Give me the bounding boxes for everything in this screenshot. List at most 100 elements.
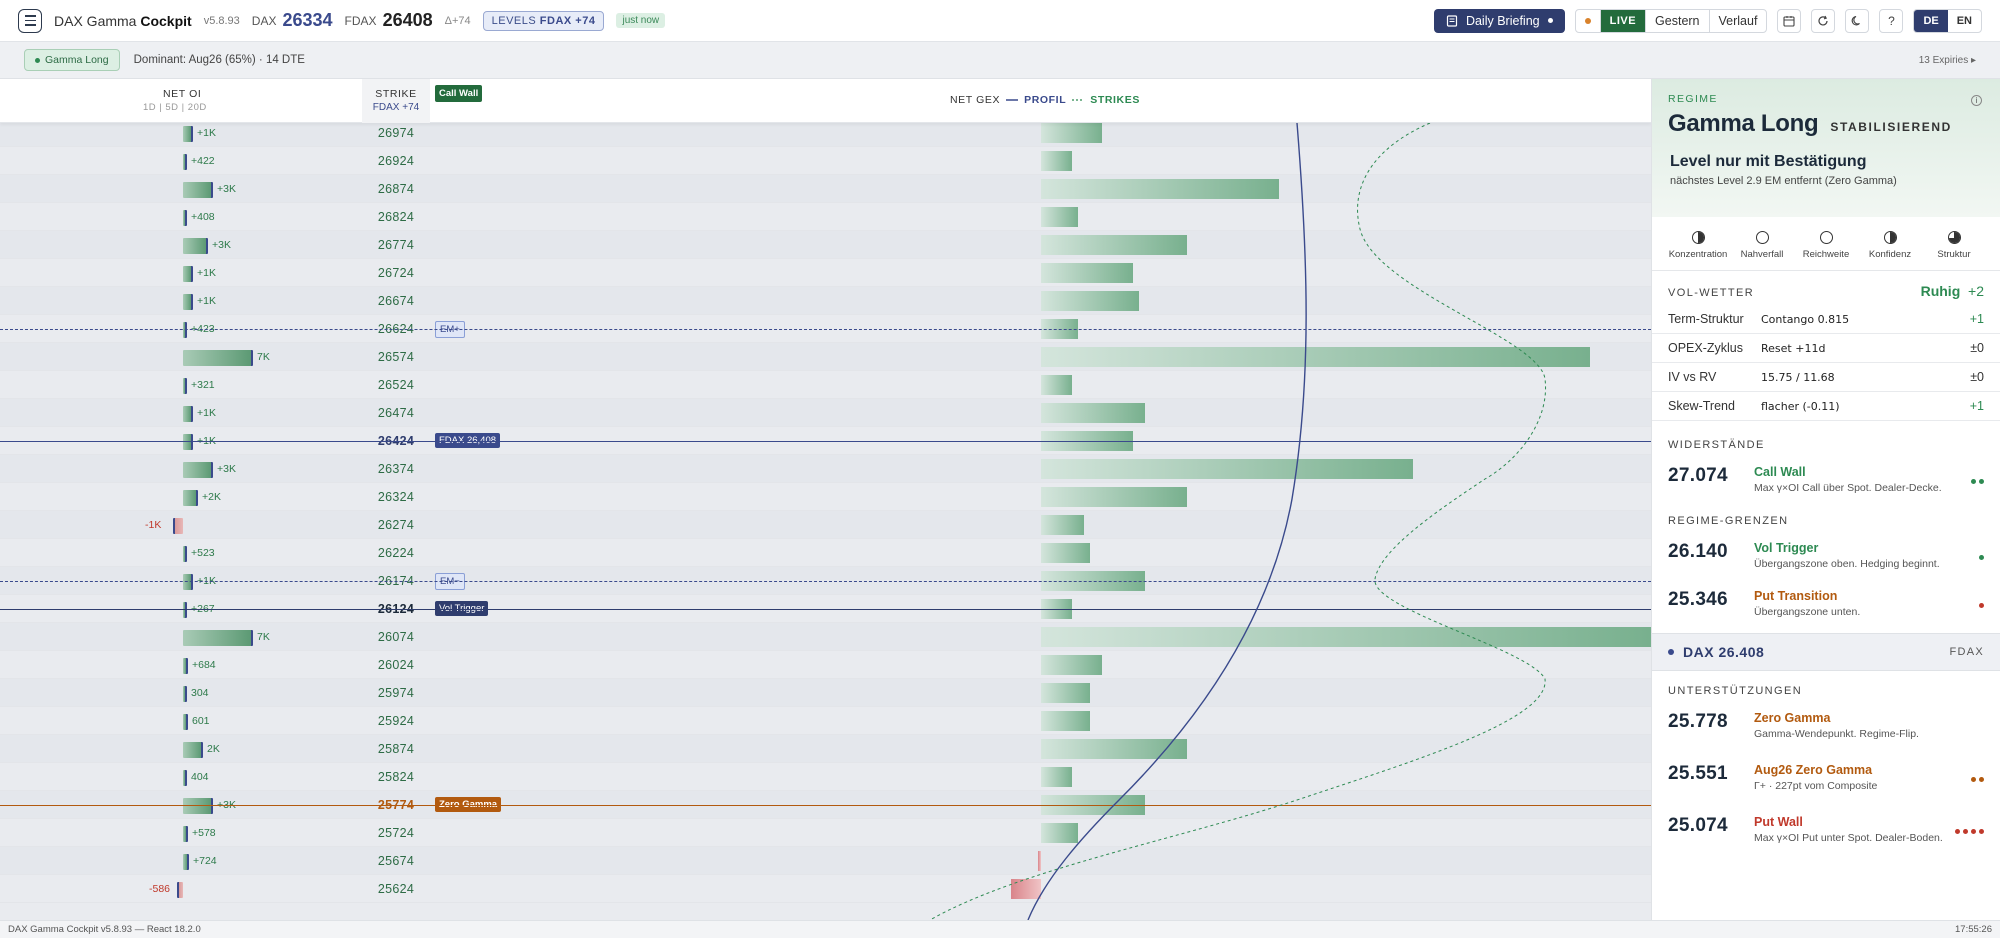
expiries-toggle[interactable]: 13 Expiries ▸ [1918, 54, 1976, 66]
menu-icon[interactable] [18, 8, 42, 33]
table-row[interactable]: 7K 26574 [0, 343, 1651, 371]
indicator-konfidenz[interactable]: Konfidenz [1860, 231, 1920, 260]
oi-label: 404 [191, 771, 209, 783]
level-aug-zero-gamma[interactable]: 25.551 Aug26 Zero Gamma Γ+ · 227pt vom C… [1652, 755, 2000, 807]
strength-dots [1971, 479, 1984, 484]
refresh-icon[interactable] [1811, 8, 1836, 33]
vol-metric-score: +1 [1969, 399, 1984, 413]
oi-bar [183, 770, 187, 786]
indicator-label: Konfidenz [1868, 249, 1912, 260]
table-row[interactable]: +1K 26974 [0, 119, 1651, 147]
strike-value: 26924 [377, 154, 415, 168]
strike-value: 26074 [377, 630, 415, 644]
regime-pill[interactable]: Gamma Long [24, 49, 120, 71]
strike-value: 26474 [377, 406, 415, 420]
table-row[interactable]: +321 26524 [0, 371, 1651, 399]
vol-metric-score: ±0 [1970, 370, 1984, 384]
vol-weather-row[interactable]: IV vs RV 15.75 / 11.68 ±0 [1652, 363, 2000, 392]
indicator-konzentration[interactable]: Konzentration [1668, 231, 1728, 260]
table-row[interactable]: +1K 26474 [0, 399, 1651, 427]
oi-label: 2K [207, 743, 220, 755]
vol-weather-row[interactable]: OPEX-Zyklus Reset +11d ±0 [1652, 334, 2000, 363]
gex-bar [1041, 263, 1133, 283]
spot-instrument: FDAX [1949, 646, 1984, 658]
indicator-circle-icon [1755, 231, 1769, 244]
vol-weather-row[interactable]: Skew-Trend flacher (-0.11) +1 [1652, 392, 2000, 421]
level-put-wall[interactable]: 25.074 Put Wall Max γ×OI Put unter Spot.… [1652, 807, 2000, 859]
strike-value: 26724 [377, 266, 415, 280]
gex-bar [1041, 739, 1188, 759]
table-row[interactable]: -1K 26274 [0, 511, 1651, 539]
gex-bar [1041, 767, 1072, 787]
vol-metric-value: 15.75 / 11.68 [1761, 370, 1835, 384]
oi-label: 7K [257, 351, 270, 363]
spread-delta: Δ+74 [444, 14, 471, 27]
app-version: v5.8.93 [203, 14, 240, 27]
indicator-reichweite[interactable]: Reichweite [1796, 231, 1856, 260]
strike-value: 26774 [377, 238, 415, 252]
oi-bar [183, 686, 187, 702]
lang-en-button[interactable]: EN [1956, 14, 1972, 27]
level-put-transition[interactable]: 25.346 Put Transition Übergangszone unte… [1652, 581, 2000, 629]
table-row[interactable]: +2K 26324 [0, 483, 1651, 511]
oi-label: +3K [212, 239, 231, 251]
table-row[interactable]: 2K 25874 [0, 735, 1651, 763]
strike-value: 26224 [377, 546, 415, 560]
dark-mode-icon[interactable] [1845, 8, 1870, 33]
verlauf-button[interactable]: Verlauf [1718, 13, 1758, 28]
oi-bar [183, 126, 193, 142]
oi-bar [183, 434, 193, 450]
indicator-nahverfall[interactable]: Nahverfall [1732, 231, 1792, 260]
table-row[interactable]: 7K 26074 [0, 623, 1651, 651]
table-row[interactable]: +3K 26874 [0, 175, 1651, 203]
profil-legend: PROFIL [1024, 94, 1067, 106]
level-tag: FDAX 26,408 [435, 433, 501, 448]
resistance-title: WIDERSTÄNDE [1668, 439, 1765, 451]
vol-weather-row[interactable]: Term-Struktur Contango 0.815 +1 [1652, 305, 2000, 334]
indicator-struktur[interactable]: Struktur [1924, 231, 1984, 260]
table-row[interactable]: +1K 26724 [0, 259, 1651, 287]
info-icon[interactable]: i [1971, 95, 1982, 106]
table-row[interactable]: +724 25674 [0, 847, 1651, 875]
regime-title: Gamma Long [1668, 110, 1819, 137]
strikes-dash-icon [1072, 99, 1085, 101]
lang-de-button[interactable]: DE [1914, 9, 1948, 32]
table-row[interactable]: +3K 26374 [0, 455, 1651, 483]
level-desc: Übergangszone oben. Hedging beginnt. [1754, 558, 1940, 570]
regime-bounds-header: REGIME-GRENZEN [1652, 509, 2000, 533]
support-header: UNTERSTÜTZUNGEN [1652, 671, 2000, 703]
unread-dot [1547, 18, 1553, 23]
table-row[interactable]: -586 25624 [0, 875, 1651, 903]
level-vol-trigger[interactable]: 26.140 Vol Trigger Übergangszone oben. H… [1652, 533, 2000, 581]
strike-value: 25924 [377, 714, 415, 728]
table-row[interactable]: +578 25724 [0, 819, 1651, 847]
calendar-icon[interactable] [1777, 8, 1802, 33]
table-row[interactable]: +684 26024 [0, 651, 1651, 679]
app-title: DAX Gamma Cockpit [54, 12, 192, 29]
table-row[interactable]: 601 25924 [0, 707, 1651, 735]
help-button[interactable]: ? [1879, 8, 1904, 33]
oi-bar [183, 714, 188, 730]
table-row[interactable]: +422 26924 [0, 147, 1651, 175]
table-row[interactable]: 404 25824 [0, 763, 1651, 791]
daily-briefing-button[interactable]: Daily Briefing [1433, 8, 1565, 33]
table-row[interactable]: +408 26824 [0, 203, 1651, 231]
gex-bar [1041, 291, 1139, 311]
net-oi-timeframes[interactable]: 1D | 5D | 20D [143, 102, 207, 113]
oi-label: +408 [191, 211, 215, 223]
table-row[interactable]: +1K 26674 [0, 287, 1651, 315]
updated-badge: just now [616, 13, 666, 28]
net-gex-header: NET GEX PROFIL STRIKES [950, 94, 1140, 106]
level-call-wall[interactable]: 27.074 Call Wall Max γ×OI Call über Spot… [1652, 457, 2000, 509]
regime-state: STABILISIEREND [1830, 120, 1952, 134]
level-desc: Max γ×OI Put unter Spot. Dealer-Boden. [1754, 832, 1943, 844]
level-zero-gamma[interactable]: 25.778 Zero Gamma Gamma-Wendepunkt. Regi… [1652, 703, 2000, 755]
reference-line [0, 329, 1651, 330]
table-row[interactable]: +3K 26774 [0, 231, 1651, 259]
levels-badge[interactable]: LEVELS FDAX +74 [482, 10, 605, 31]
gestern-button[interactable]: Gestern [1646, 9, 1710, 32]
live-button[interactable]: LIVE [1600, 9, 1647, 32]
oi-bar [183, 182, 213, 198]
table-row[interactable]: +523 26224 [0, 539, 1651, 567]
table-row[interactable]: 304 25974 [0, 679, 1651, 707]
